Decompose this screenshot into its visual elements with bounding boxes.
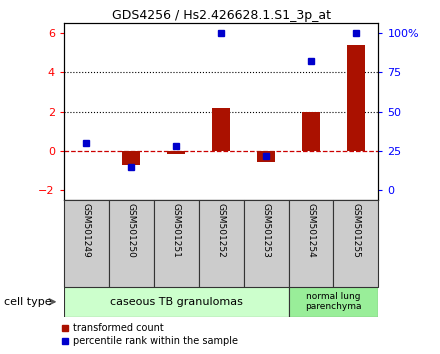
Bar: [122, 151, 140, 165]
Text: caseous TB granulomas: caseous TB granulomas: [110, 297, 242, 307]
Bar: [244, 200, 289, 287]
Text: GSM501251: GSM501251: [172, 202, 181, 257]
Bar: [154, 200, 198, 287]
Bar: [109, 200, 154, 287]
Title: GDS4256 / Hs2.426628.1.S1_3p_at: GDS4256 / Hs2.426628.1.S1_3p_at: [112, 9, 330, 22]
Text: GSM501255: GSM501255: [352, 202, 360, 257]
Bar: [347, 45, 365, 151]
Bar: [167, 151, 185, 154]
Bar: [64, 200, 109, 287]
Bar: [64, 287, 289, 317]
Legend: transformed count, percentile rank within the sample: transformed count, percentile rank withi…: [62, 324, 238, 346]
Bar: [334, 200, 378, 287]
Text: cell type: cell type: [4, 297, 52, 307]
Bar: [289, 200, 334, 287]
Bar: [289, 287, 378, 317]
Bar: [257, 151, 275, 162]
Text: normal lung
parenchyma: normal lung parenchyma: [305, 292, 362, 312]
Text: GSM501250: GSM501250: [127, 202, 136, 257]
Bar: [212, 108, 230, 151]
Text: GSM501254: GSM501254: [307, 202, 315, 257]
Text: GSM501252: GSM501252: [216, 202, 226, 257]
Bar: [198, 200, 244, 287]
Text: GSM501249: GSM501249: [82, 202, 91, 257]
Bar: [302, 112, 320, 151]
Text: GSM501253: GSM501253: [261, 202, 271, 257]
